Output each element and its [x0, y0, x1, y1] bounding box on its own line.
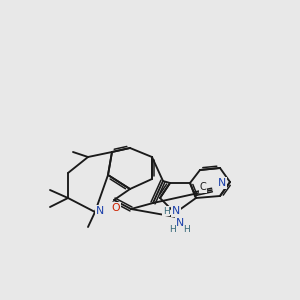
Text: H: H [184, 226, 190, 235]
Text: O: O [112, 203, 120, 213]
Text: N: N [172, 206, 180, 216]
Text: N: N [96, 206, 104, 216]
Text: N: N [176, 218, 184, 228]
Text: H: H [169, 226, 176, 235]
Text: N: N [218, 178, 226, 188]
Text: C: C [200, 182, 206, 192]
Text: H: H [163, 206, 170, 215]
